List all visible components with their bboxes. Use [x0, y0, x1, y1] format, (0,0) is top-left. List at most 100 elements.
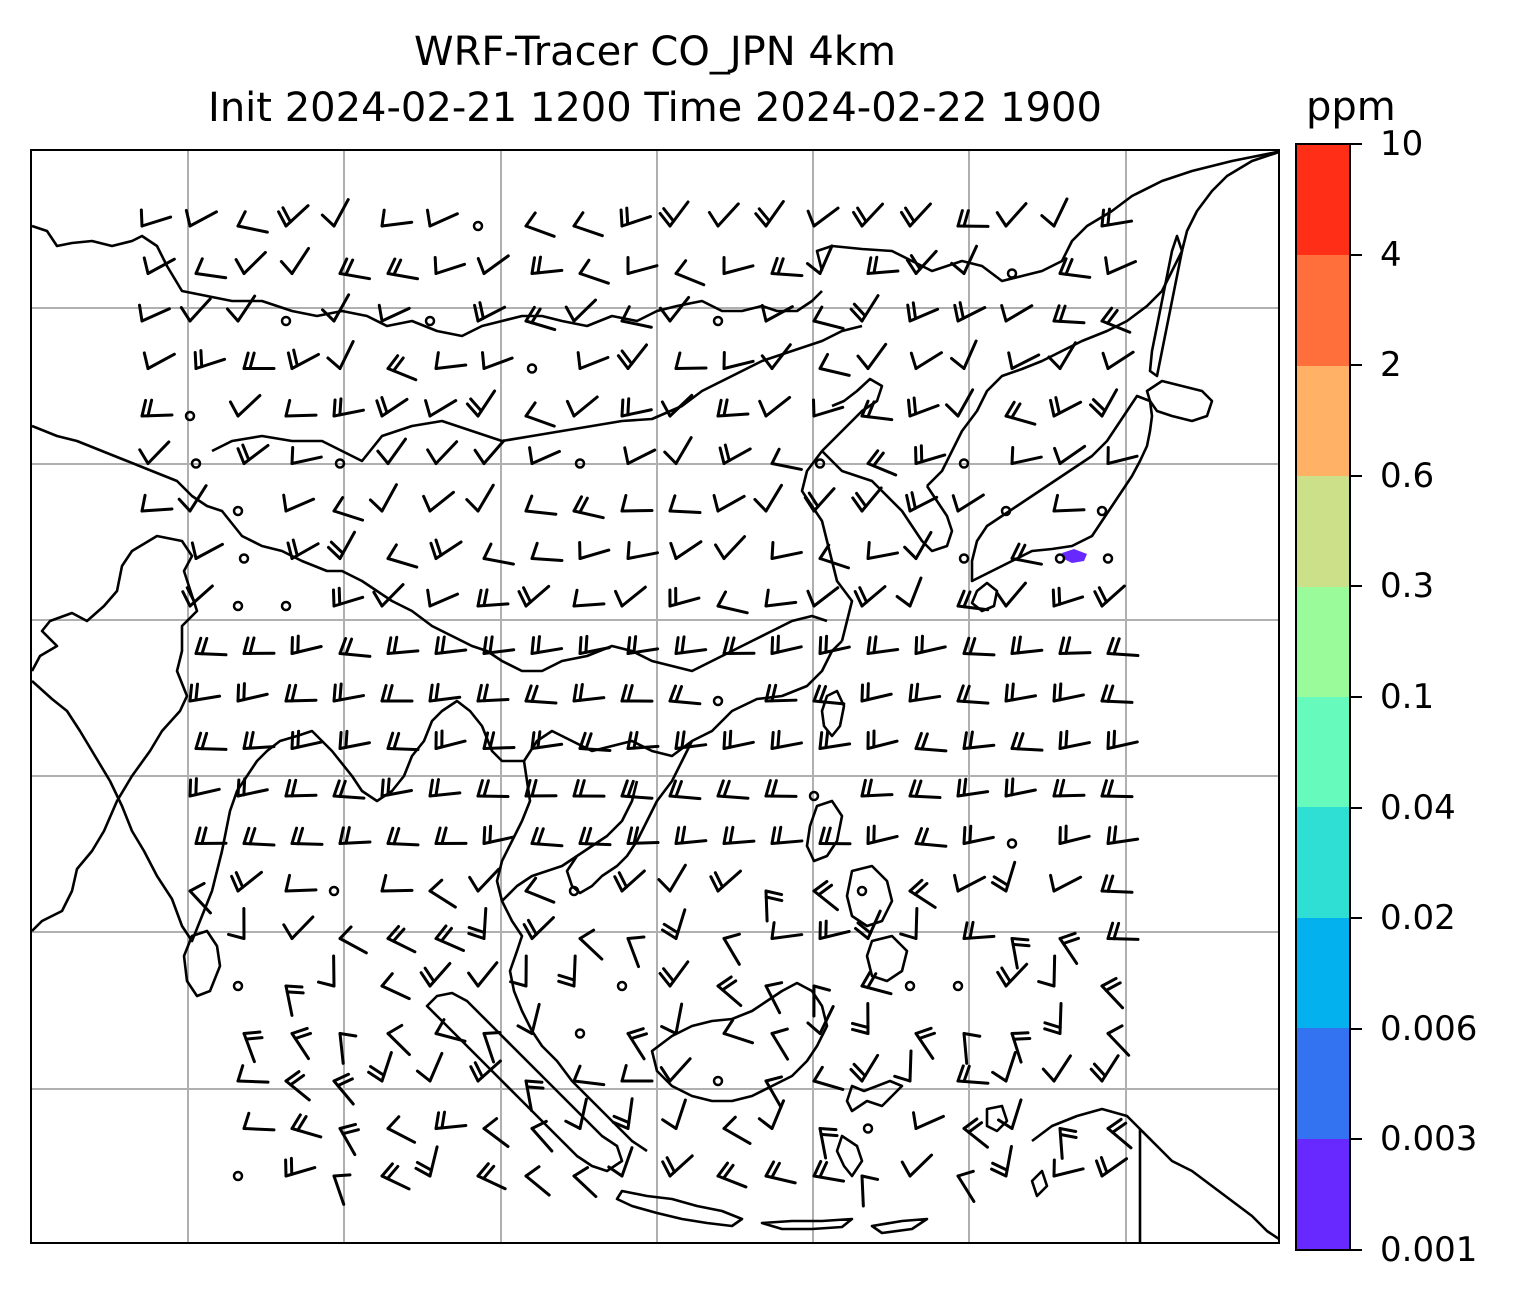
co-plume: [1062, 549, 1087, 563]
wind-barb: [332, 682, 366, 703]
wind-barb: [434, 729, 467, 750]
wind-barb: [578, 731, 612, 752]
wind-barb: [522, 916, 555, 940]
wind-barb: [433, 256, 467, 275]
wind-barb: [386, 257, 420, 281]
wind-barb: [812, 398, 845, 418]
map-canvas: [32, 151, 1278, 1242]
wind-barb: [956, 777, 990, 798]
colorbar-tick-label: 0.001: [1380, 1230, 1478, 1270]
wind-barb: [1089, 388, 1119, 418]
coastline-sulawesi: [835, 1079, 904, 1178]
wind-barb: [866, 635, 900, 655]
wind-barb: [332, 397, 365, 418]
wind-barb: [1004, 682, 1038, 703]
wind-barb: [424, 399, 458, 418]
wind-barb: [1101, 350, 1135, 370]
calm-circle: [712, 1075, 724, 1087]
colorbar-tick-label: 2: [1380, 345, 1402, 386]
wind-barb: [716, 779, 750, 800]
wind-barb: [1053, 444, 1087, 465]
wind-barb: [242, 636, 276, 655]
wind-barb: [530, 635, 564, 655]
wind-barb: [282, 493, 316, 513]
colorbar-tick: [1351, 364, 1362, 367]
coastline-philippines: [805, 799, 909, 983]
calm-circle: [232, 1170, 244, 1182]
wind-barb: [614, 585, 647, 608]
calm-circle: [814, 458, 826, 469]
wind-barb: [332, 496, 365, 522]
wind-barb: [284, 873, 318, 893]
wind-barb: [812, 984, 831, 1018]
colorbar-tick: [1351, 253, 1362, 256]
wind-barb: [578, 541, 611, 560]
calm-circle: [232, 505, 244, 517]
wind-barb: [899, 907, 919, 940]
wind-barb: [1004, 400, 1037, 426]
wind-barb: [995, 202, 1028, 228]
wind-barb: [1058, 257, 1092, 279]
wind-barb: [620, 684, 654, 703]
calm-circle: [574, 458, 586, 469]
wind-barb: [482, 1031, 502, 1064]
wind-barb: [142, 256, 176, 275]
wind-barb: [760, 303, 794, 323]
coastline-manchuria: [815, 151, 1278, 283]
colorbar-segment: [1297, 255, 1349, 366]
calm-circle: [328, 885, 340, 897]
wind-barb: [950, 244, 979, 275]
colorbar-unit: ppm: [1306, 84, 1396, 130]
wind-barb: [912, 1111, 945, 1130]
wind-barb: [386, 1023, 411, 1057]
wind-barb: [321, 293, 351, 323]
colorbar-tick: [1351, 696, 1362, 698]
wind-barb: [338, 1122, 360, 1157]
wind-barb: [626, 256, 659, 275]
wind-barb: [576, 351, 610, 370]
wind-barb: [626, 541, 659, 560]
wind-barb: [482, 635, 516, 655]
calm-circle: [616, 980, 628, 992]
wind-barb: [338, 1032, 358, 1065]
wind-barb: [764, 1075, 783, 1109]
wind-barb: [386, 354, 418, 382]
colorbar-tick-label: 0.3: [1380, 566, 1435, 607]
wind-barb: [764, 588, 798, 608]
wind-barb: [1106, 446, 1139, 465]
calm-circle: [190, 458, 202, 469]
wind-barb: [620, 1064, 654, 1083]
wind-barb: [572, 1064, 606, 1087]
wind-barb: [626, 1027, 648, 1061]
wind-barb: [626, 826, 660, 845]
wind-barb: [242, 351, 276, 371]
wind-barb: [866, 541, 899, 560]
wind-barb: [951, 493, 985, 513]
wind-barb: [1041, 1054, 1072, 1083]
wind-barb: [332, 1173, 352, 1206]
wind-barb: [709, 869, 742, 893]
coastline-sri-lanka: [182, 929, 222, 998]
wind-barb: [818, 352, 851, 377]
wind-barb: [286, 538, 320, 560]
calm-circle: [862, 1123, 874, 1134]
wind-barb: [663, 436, 693, 465]
wind-barb: [572, 211, 604, 238]
colorbar-tick-label: 0.04: [1380, 787, 1456, 828]
wind-barb: [1049, 396, 1083, 418]
wind-barb: [818, 826, 852, 846]
wind-barb: [377, 303, 411, 323]
wind-barb: [530, 541, 564, 562]
wind-barb: [228, 393, 262, 418]
wind-barb: [465, 389, 497, 418]
colorbar-segment: [1297, 696, 1349, 808]
wind-barb: [956, 209, 990, 228]
wind-barb: [818, 634, 851, 655]
wind-barb: [990, 860, 1017, 893]
wind-barb: [668, 684, 702, 706]
wind-barb: [138, 440, 171, 465]
map-panel[interactable]: [30, 149, 1280, 1244]
wind-barb: [623, 446, 657, 465]
wind-barb: [524, 876, 556, 904]
wind-barb: [578, 928, 604, 961]
